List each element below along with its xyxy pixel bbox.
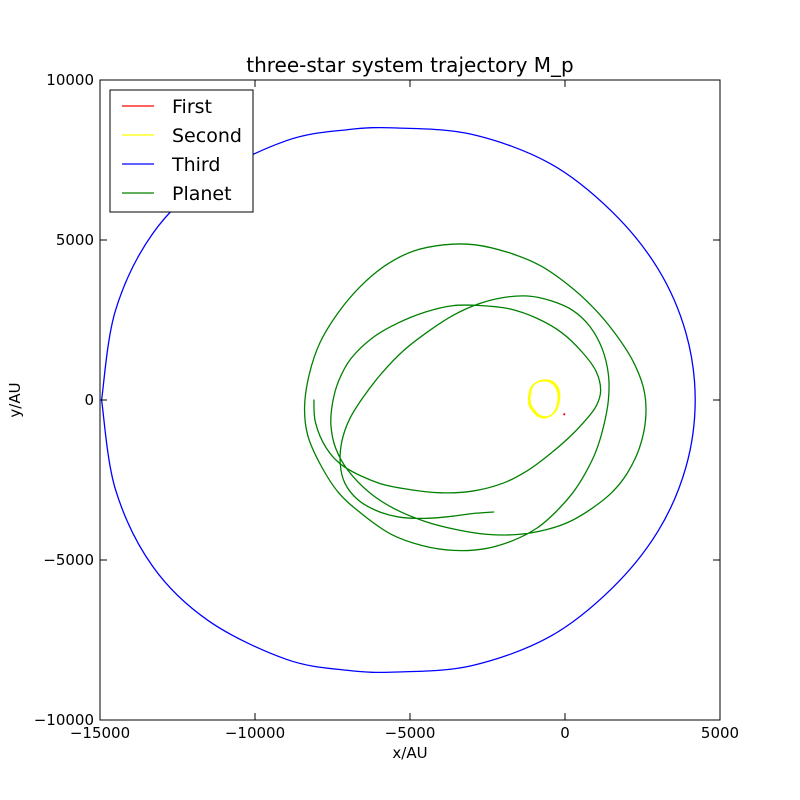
legend-box (109, 89, 254, 213)
y-tick-label: −10000 (34, 711, 94, 729)
x-tick-label: −10000 (225, 724, 285, 742)
plot-frame (99, 79, 721, 721)
y-axis-label: y/AU (6, 382, 24, 417)
x-tick-label: −15000 (70, 724, 130, 742)
legend-label-planet: Planet (172, 183, 232, 205)
legend: First Second Third Planet (109, 89, 254, 213)
y-tick-label: 0 (84, 391, 94, 409)
x-tick-label: 5000 (701, 724, 739, 742)
series-line-first (563, 413, 566, 416)
series-line-second-2 (529, 379, 561, 418)
series-layer (100, 126, 696, 674)
legend-label-third: Third (171, 154, 220, 176)
legend-label-first: First (172, 96, 212, 118)
y-tick-label: 5000 (56, 231, 94, 249)
y-tick-label: 10000 (46, 71, 94, 89)
x-axis-label: x/AU (392, 744, 427, 762)
chart-title: three-star system trajectory M_p (246, 53, 574, 77)
x-tick-label: 0 (560, 724, 570, 742)
series-line-planet (303, 243, 647, 552)
series-line-third (100, 126, 696, 674)
y-tick-label: −5000 (43, 551, 94, 569)
legend-label-second: Second (172, 125, 242, 147)
x-tick-label: −5000 (385, 724, 436, 742)
